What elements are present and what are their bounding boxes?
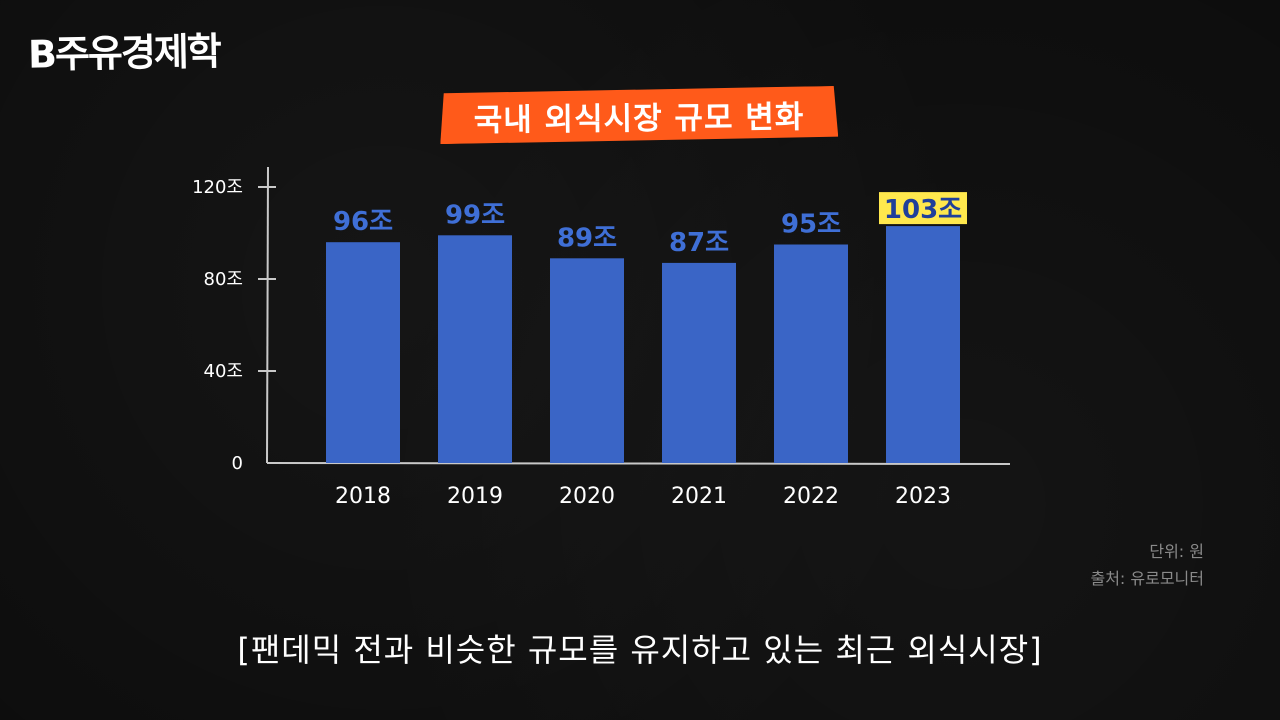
bar-2022 bbox=[774, 244, 848, 463]
x-tick-label: 2021 bbox=[671, 484, 727, 509]
x-tick-label: 2023 bbox=[895, 484, 951, 509]
y-tick-label: 0 bbox=[232, 453, 243, 474]
caption-subtitle: [팬데믹 전과 비슷한 규모를 유지하고 있는 최근 외식시장] bbox=[237, 631, 1043, 669]
unit-note: 단위: 원 bbox=[1149, 542, 1204, 561]
y-axis-line bbox=[266, 166, 269, 464]
bar-2019 bbox=[438, 235, 512, 463]
bar-2023 bbox=[886, 226, 960, 463]
y-tick-label: 120조 bbox=[192, 177, 243, 198]
value-label: 89조 bbox=[557, 223, 617, 253]
x-tick-label: 2020 bbox=[559, 484, 615, 509]
x-tick-label: 2018 bbox=[335, 484, 391, 509]
x-tick-label: 2019 bbox=[447, 484, 503, 509]
value-label: 99조 bbox=[445, 200, 505, 230]
y-tick-label: 80조 bbox=[204, 269, 243, 290]
bar-2018 bbox=[326, 242, 400, 463]
source-note: 출처: 유로모니터 bbox=[1090, 569, 1204, 588]
bar-2021 bbox=[662, 262, 736, 463]
y-tick-label: 40조 bbox=[204, 361, 243, 382]
x-tick-label: 2022 bbox=[783, 484, 839, 509]
value-label: 87조 bbox=[669, 228, 729, 258]
bar-2020 bbox=[550, 258, 624, 463]
value-label-highlight bbox=[879, 192, 967, 225]
value-label: 96조 bbox=[333, 207, 393, 237]
value-label: 103조 bbox=[884, 195, 962, 225]
x-axis-line bbox=[266, 462, 1011, 465]
value-label: 95조 bbox=[781, 210, 841, 240]
